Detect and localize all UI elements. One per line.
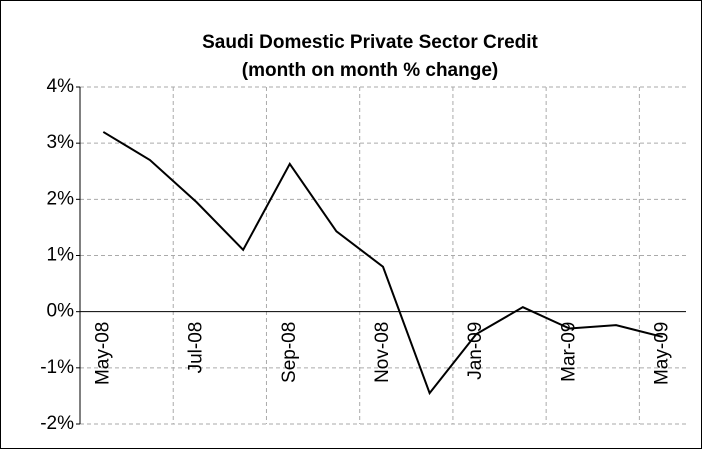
x-tick-label: Nov-08	[372, 322, 393, 383]
x-tick-label: Mar-09	[558, 322, 579, 382]
x-tick-label: Jan-09	[465, 322, 486, 380]
y-tick-label: 3%	[47, 132, 75, 153]
x-tick-label: May-08	[92, 322, 113, 385]
x-tick-label: Sep-08	[279, 322, 300, 383]
y-tick-label: 1%	[47, 245, 75, 266]
chart-subtitle: (month on month % change)	[242, 60, 498, 81]
y-tick-label: 2%	[47, 188, 75, 209]
y-tick-label: 0%	[47, 301, 75, 322]
x-tick-label: May-09	[652, 322, 673, 385]
x-tick-label: Jul-08	[186, 322, 207, 374]
y-tick-label: 4%	[47, 76, 75, 97]
y-tick-label: -2%	[40, 413, 74, 434]
chart-title: Saudi Domestic Private Sector Credit	[202, 32, 538, 53]
y-tick-label: -1%	[40, 357, 74, 378]
line-series	[102, 131, 663, 396]
